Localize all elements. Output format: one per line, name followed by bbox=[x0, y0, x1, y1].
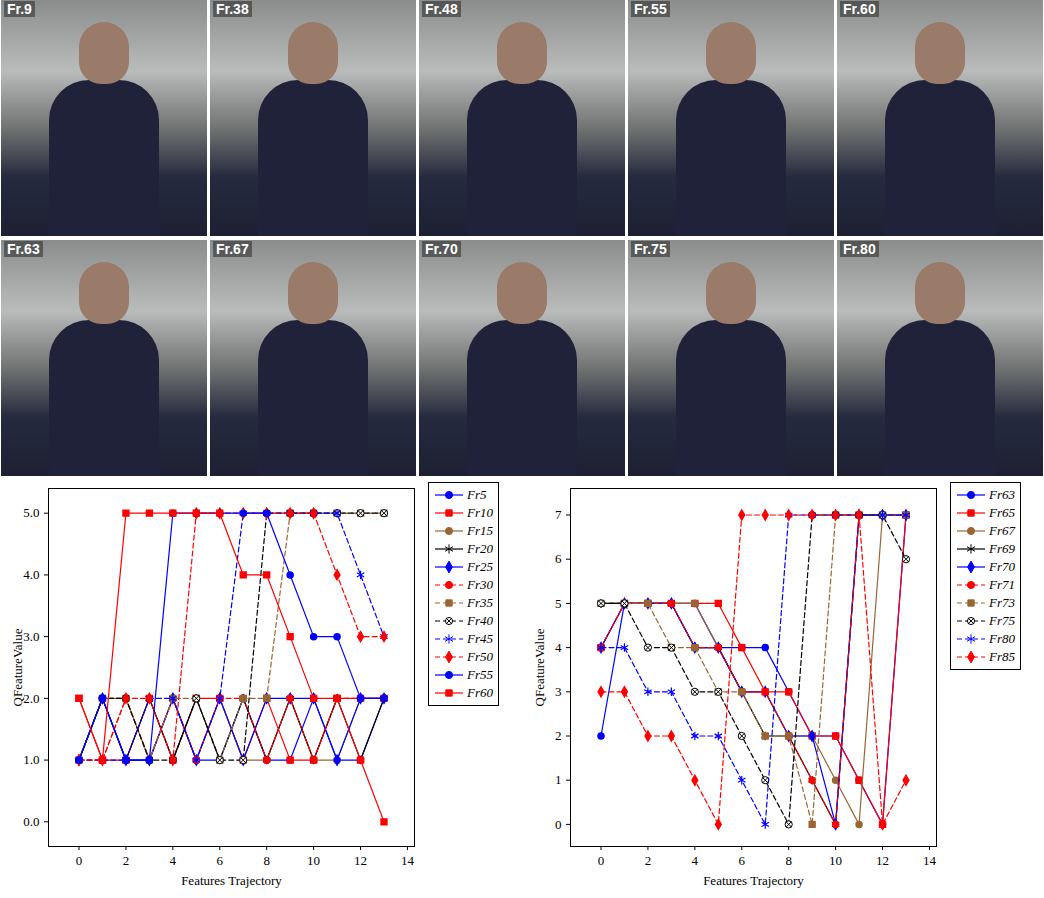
html-text:Fr75: Fr75 bbox=[989, 613, 1015, 628]
svg-text:Features Trajectory: Features Trajectory bbox=[181, 873, 282, 888]
svg-text:10: 10 bbox=[307, 853, 320, 868]
html-text:Fr.67: Fr.67 bbox=[216, 241, 249, 257]
html-text:Fr30: Fr30 bbox=[467, 577, 493, 592]
svg-text:2.0: 2.0 bbox=[23, 691, 39, 706]
svg-text:4: 4 bbox=[692, 853, 699, 868]
svg-text:5.0: 5.0 bbox=[23, 505, 39, 520]
svg-text:2: 2 bbox=[123, 853, 130, 868]
html-text:Fr67: Fr67 bbox=[989, 523, 1015, 538]
html-text:Fr80: Fr80 bbox=[989, 631, 1015, 646]
html-text:Fr69: Fr69 bbox=[989, 541, 1015, 556]
svg-text:7: 7 bbox=[555, 507, 562, 522]
svg-text:6: 6 bbox=[739, 853, 746, 868]
svg-text:10: 10 bbox=[829, 853, 842, 868]
html-text:Fr.63: Fr.63 bbox=[7, 241, 40, 257]
html-text:Fr71: Fr71 bbox=[989, 577, 1015, 592]
svg-text:1.0: 1.0 bbox=[23, 752, 39, 767]
svg-text:2: 2 bbox=[555, 728, 562, 743]
svg-text:1: 1 bbox=[555, 772, 562, 787]
svg-text:0: 0 bbox=[76, 853, 83, 868]
html-text:Fr70: Fr70 bbox=[989, 559, 1015, 574]
html-text:Fr.9: Fr.9 bbox=[7, 1, 32, 17]
html-text:Fr.80: Fr.80 bbox=[843, 241, 876, 257]
html-text:Fr85: Fr85 bbox=[989, 649, 1015, 664]
html-text:Fr55: Fr55 bbox=[467, 667, 493, 682]
svg-text:4: 4 bbox=[170, 853, 177, 868]
svg-text:5: 5 bbox=[555, 596, 562, 611]
svg-text:QFeatureValue: QFeatureValue bbox=[10, 628, 25, 706]
svg-text:0: 0 bbox=[555, 817, 562, 832]
html-text:Fr.70: Fr.70 bbox=[425, 241, 458, 257]
svg-text:3: 3 bbox=[555, 684, 562, 699]
html-text:Fr.55: Fr.55 bbox=[634, 1, 667, 17]
svg-text:6: 6 bbox=[217, 853, 224, 868]
html-text:Fr45: Fr45 bbox=[467, 631, 493, 646]
html-text:Fr40: Fr40 bbox=[467, 613, 493, 628]
html-text:Fr5: Fr5 bbox=[467, 487, 487, 502]
svg-text:4: 4 bbox=[555, 640, 562, 655]
html-text:Fr63: Fr63 bbox=[989, 487, 1015, 502]
html-text:Fr10: Fr10 bbox=[467, 505, 493, 520]
html-text:Fr20: Fr20 bbox=[467, 541, 493, 556]
html-text:Fr65: Fr65 bbox=[989, 505, 1015, 520]
html-text:Fr.38: Fr.38 bbox=[216, 1, 249, 17]
html-text:Fr.48: Fr.48 bbox=[425, 1, 458, 17]
html-text:Fr.60: Fr.60 bbox=[843, 1, 876, 17]
svg-text:QFeatureValue: QFeatureValue bbox=[532, 628, 547, 706]
html-text:Fr60: Fr60 bbox=[467, 685, 493, 700]
svg-text:12: 12 bbox=[876, 853, 889, 868]
svg-text:14: 14 bbox=[923, 853, 937, 868]
svg-text:8: 8 bbox=[263, 853, 270, 868]
html-text:Fr.75: Fr.75 bbox=[634, 241, 667, 257]
svg-text:0.0: 0.0 bbox=[23, 814, 39, 829]
svg-text:3.0: 3.0 bbox=[23, 629, 39, 644]
svg-text:2: 2 bbox=[645, 853, 652, 868]
svg-text:14: 14 bbox=[401, 853, 415, 868]
svg-text:6: 6 bbox=[555, 551, 562, 566]
html-text:Fr25: Fr25 bbox=[467, 559, 493, 574]
html-text:Fr50: Fr50 bbox=[467, 649, 493, 664]
html-text:Fr73: Fr73 bbox=[989, 595, 1015, 610]
svg-text:12: 12 bbox=[354, 853, 367, 868]
svg-text:4.0: 4.0 bbox=[23, 567, 39, 582]
svg-text:0: 0 bbox=[598, 853, 605, 868]
svg-text:Features Trajectory: Features Trajectory bbox=[703, 873, 804, 888]
html-text:Fr35: Fr35 bbox=[467, 595, 493, 610]
svg-text:8: 8 bbox=[785, 853, 792, 868]
html-text:Fr15: Fr15 bbox=[467, 523, 493, 538]
